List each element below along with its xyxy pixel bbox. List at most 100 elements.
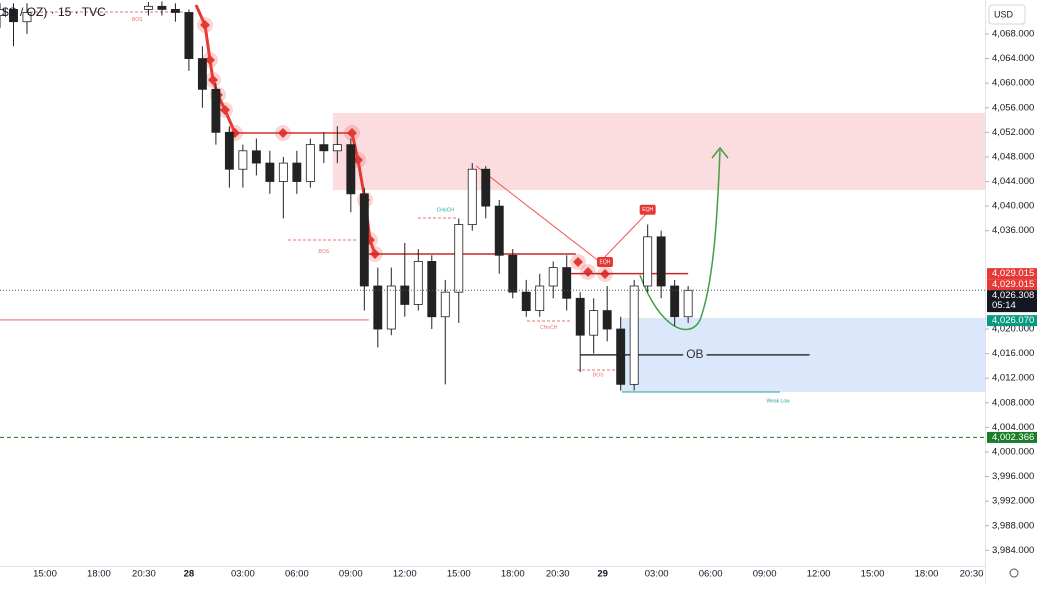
dashed-structure <box>288 217 615 371</box>
annotation: BOS <box>319 249 330 255</box>
pivot-marker <box>200 20 210 30</box>
currency-label[interactable]: USD <box>994 9 1014 19</box>
x-tick-label: 15:00 <box>447 569 471 580</box>
y-tick-label: 4,040.000 <box>992 201 1034 212</box>
marker-badge <box>639 204 656 215</box>
candle-body <box>386 285 396 330</box>
x-tick-label: 18:00 <box>501 569 525 580</box>
candle-body <box>454 224 464 293</box>
candle-body <box>494 205 504 256</box>
y-tick-label: 4,052.000 <box>992 127 1034 138</box>
candle-body <box>305 144 315 182</box>
y-tick-label: 4,048.000 <box>992 151 1034 162</box>
candle-body <box>521 291 531 311</box>
marker-badge <box>596 257 613 268</box>
candle-body <box>481 168 491 207</box>
x-tick-label: 18:00 <box>87 569 111 580</box>
candle-body <box>656 236 666 287</box>
candle-body <box>400 285 410 305</box>
y-tick-label: 4,004.000 <box>992 422 1034 433</box>
candle-body <box>157 5 167 10</box>
y-tick-label: 4,068.000 <box>992 29 1034 40</box>
candle-body <box>643 236 653 287</box>
candle-body <box>319 144 329 152</box>
candle-body <box>211 88 221 133</box>
pivot-marker <box>573 257 583 267</box>
price-label-bg <box>987 431 1037 443</box>
price-label: 4,029.015 <box>992 268 1034 279</box>
y-tick-label: 4,044.000 <box>992 176 1034 187</box>
candle-body <box>265 162 275 182</box>
x-tick-label: 03:00 <box>645 569 669 580</box>
price-label: 4,029.015 <box>992 279 1034 290</box>
annotation: BOS <box>132 17 143 23</box>
x-tick-label: 03:00 <box>231 569 255 580</box>
pivot-marker <box>205 55 215 65</box>
y-tick-label: 3,988.000 <box>992 520 1034 531</box>
annotation: CHoCH <box>437 208 455 214</box>
plot-area: BOS BOS CHoCH CHoCH BOS Weak Low OB EQH EQH <box>0 1 985 438</box>
candle-body <box>535 285 545 311</box>
pivot-marker <box>208 75 218 85</box>
price-label-bg <box>987 279 1037 291</box>
x-tick-label: 15:00 <box>861 569 885 580</box>
candle-body <box>278 162 288 182</box>
candle-body <box>467 168 477 225</box>
x-tick-label: 29 <box>597 569 608 580</box>
y-tick-label: 4,056.000 <box>992 102 1034 113</box>
y-tick-label: 3,992.000 <box>992 496 1034 507</box>
candle-body <box>9 9 18 23</box>
candle-body <box>197 58 207 90</box>
x-tick-label: 15:00 <box>33 569 57 580</box>
x-tick-label: 06:00 <box>699 569 723 580</box>
price-label: 4,002.366 <box>992 432 1034 443</box>
annotation: Weak Low <box>766 398 790 404</box>
y-tick-label: 4,012.000 <box>992 373 1034 384</box>
price-label: 4,026.308 <box>992 290 1034 301</box>
y-tick-label: 3,996.000 <box>992 471 1034 482</box>
price-countdown: 05:14 <box>992 300 1016 311</box>
y-tick-label: 4,060.000 <box>992 78 1034 89</box>
pivot-marker <box>347 128 357 138</box>
settings-icon[interactable] <box>1009 568 1019 578</box>
price-label: 4,026.070 <box>992 315 1034 326</box>
x-tick-label: 20:30 <box>132 569 156 580</box>
y-tick-label: 4,064.000 <box>992 53 1034 64</box>
y-tick-label: 4,020.000 <box>992 324 1034 335</box>
currency-button[interactable] <box>988 4 1026 25</box>
candle-body <box>251 150 261 164</box>
candle-body <box>332 144 342 152</box>
x-tick-label: 28 <box>184 569 195 580</box>
candle-body <box>292 162 302 182</box>
x-tick-label: 09:00 <box>339 569 363 580</box>
candle-body <box>224 131 234 170</box>
x-tick-label: 20:30 <box>546 569 570 580</box>
candle-body <box>22 12 32 23</box>
y-tick-label: 4,008.000 <box>992 397 1034 408</box>
pivot-marker <box>353 155 363 165</box>
candle-body <box>170 9 180 13</box>
x-tick-label: 20:30 <box>960 569 984 580</box>
x-tick-label: 09:00 <box>753 569 777 580</box>
candle-body <box>143 5 153 10</box>
y-tick-label: 4,016.000 <box>992 348 1034 359</box>
x-tick-label: 06:00 <box>285 569 309 580</box>
candle-body <box>589 310 599 336</box>
candle-body <box>413 261 423 305</box>
candle-body <box>670 285 680 318</box>
candle-body <box>238 150 248 170</box>
x-tick-label: 12:00 <box>393 569 417 580</box>
x-tick-label: 12:00 <box>807 569 831 580</box>
candle-body <box>440 291 450 318</box>
y-tick-label: 4,036.000 <box>992 225 1034 236</box>
candle-body <box>575 297 585 336</box>
price-label-bg <box>987 268 1037 280</box>
candle-body <box>683 289 693 318</box>
y-tick-label: 3,984.000 <box>992 545 1034 556</box>
candle-body <box>602 310 612 330</box>
candle-body <box>548 267 558 287</box>
x-tick-label: 18:00 <box>915 569 939 580</box>
candle-body <box>184 12 194 59</box>
